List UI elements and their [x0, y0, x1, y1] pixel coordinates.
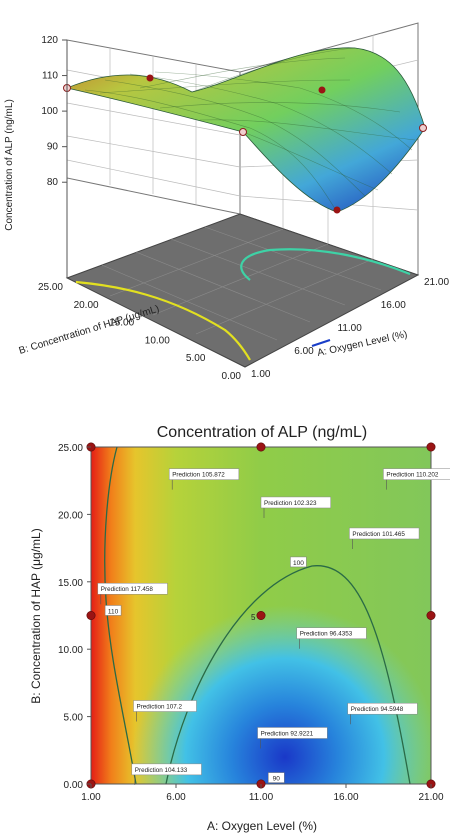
prediction-label: Prediction 117.458: [101, 586, 154, 593]
surface-y-tick-label: 20.00: [74, 300, 99, 311]
z-tick-label: 100: [41, 106, 58, 117]
back-wall-left: [66, 39, 241, 215]
z-axis-label: Concentration of ALP (ng/mL): [4, 99, 15, 231]
design-point: [256, 610, 266, 620]
contour-label-box: [104, 605, 122, 616]
design-point: [426, 610, 436, 620]
surface-plot: 80 90 100 110 120 Concentration of ALP (ng/m…: [4, 22, 449, 382]
surface-mesh: [84, 47, 416, 213]
prediction-label: Prediction 94.5948: [351, 706, 404, 713]
contour-label: 110: [108, 608, 119, 615]
prediction-box: [347, 702, 418, 715]
surface-x-tick-label: 21.00: [424, 277, 449, 288]
z-tick-label: 110: [42, 71, 58, 82]
floor-gridlines: [101, 226, 382, 341]
y-tick-label: 15.00: [58, 578, 83, 589]
prediction-box: [133, 700, 197, 712]
contour-line-100: [165, 565, 411, 784]
prediction-box: [260, 496, 331, 509]
center-point-count: 5: [251, 613, 256, 622]
x-tick-label: 6.00: [166, 792, 186, 803]
z-tick-label: 80: [47, 177, 59, 188]
surface-x-axis-label: A: Oxygen Level (%): [316, 329, 408, 359]
design-point: [419, 124, 427, 132]
y-tick-label: 10.00: [58, 645, 83, 656]
contour-x-ticks: 1.00 6.00 11.00 16.00 21.00: [81, 784, 444, 803]
prediction-label: Prediction 104.133: [135, 767, 188, 774]
floor-contour-yellow: [75, 280, 251, 361]
prediction-label: Prediction 102.323: [264, 500, 317, 507]
y-tick-label: 20.00: [58, 510, 83, 521]
design-point: [256, 442, 266, 452]
prediction-label: Prediction 110.202: [386, 472, 439, 479]
prediction-box: [131, 763, 202, 776]
prediction-label: Prediction 105.872: [172, 472, 225, 479]
design-point: [239, 128, 247, 136]
y-tick-label: 5.00: [64, 713, 84, 724]
surface-y-tick-label: 15.00: [109, 318, 134, 329]
prediction-box: [383, 468, 450, 480]
floor-contour-teal: [240, 248, 411, 281]
y-tick-label: 25.00: [58, 443, 83, 454]
prediction-box: [349, 527, 420, 540]
x-tick-label: 16.00: [333, 792, 358, 803]
prediction-label: Prediction 101.465: [352, 531, 405, 538]
design-point: [146, 74, 154, 82]
prediction-label: Prediction 92.9221: [261, 730, 314, 737]
contour-label-box: [290, 556, 307, 568]
x-tick-label: 11.00: [249, 792, 274, 803]
contour-title: Concentration of ALP (ng/mL): [157, 424, 368, 441]
surface-y-tick-label: 25.00: [38, 282, 63, 293]
surface-x-tick-label: 1.00: [251, 369, 271, 380]
floor-contour-blue: [311, 338, 331, 348]
design-point: [426, 442, 436, 452]
prediction-label: Prediction 96.4353: [300, 631, 353, 638]
prediction-label: Prediction 107.2: [137, 704, 183, 711]
prediction-box: [97, 582, 168, 595]
contour-label-box: [268, 772, 285, 783]
surface-x-ticks: 1.00 6.00 11.00 16.00 21.00: [251, 277, 449, 380]
contour-design-points: [86, 442, 436, 789]
z-tick-label: 120: [41, 35, 58, 46]
surface-y-tick-label: 5.00: [186, 353, 206, 364]
prediction-box: [168, 468, 240, 480]
x-tick-label: 21.00: [418, 792, 443, 803]
prediction-labels: Prediction 105.872 Prediction 110.202 Pred…: [97, 468, 450, 785]
z-tick-label: 90: [47, 142, 59, 153]
contour-line-110: [104, 447, 137, 784]
x-tick-label: 1.00: [81, 792, 101, 803]
contour-y-axis-label: B: Concentration of HAP (μg/mL): [29, 528, 43, 703]
contour-line-labels: 110 100 90: [104, 556, 307, 783]
surface-y-ticks: 0.00 5.00 10.00 15.00 20.00 25.00: [38, 282, 241, 382]
surface-y-tick-label: 10.00: [145, 335, 170, 346]
y-tick-label: 0.00: [64, 780, 84, 791]
design-point: [333, 206, 341, 214]
surface-y-axis-label: B: Concentration of HAP (μg/mL): [18, 304, 161, 357]
contour-label: 100: [293, 560, 304, 567]
z-ticks: 80 90 100 110 120: [41, 35, 67, 188]
design-point: [318, 86, 326, 94]
surface-x-tick-label: 16.00: [381, 300, 406, 311]
design-point: [86, 610, 96, 620]
contour-lines: [104, 447, 411, 784]
contour-x-axis-label: A: Oxygen Level (%): [207, 819, 317, 833]
contour-plot: Concentration of ALP (ng/mL) 110 100 90 Pr…: [29, 424, 450, 833]
contour-label: 90: [273, 776, 281, 783]
prediction-box: [296, 627, 367, 639]
surface-x-tick-label: 11.00: [338, 323, 363, 334]
contour-y-ticks: 0.00 5.00 10.00 15.00 20.00 25.00: [58, 443, 91, 791]
prediction-box: [257, 727, 328, 739]
surface-x-tick-label: 6.00: [294, 346, 314, 357]
surface-y-tick-label: 0.00: [222, 371, 242, 382]
